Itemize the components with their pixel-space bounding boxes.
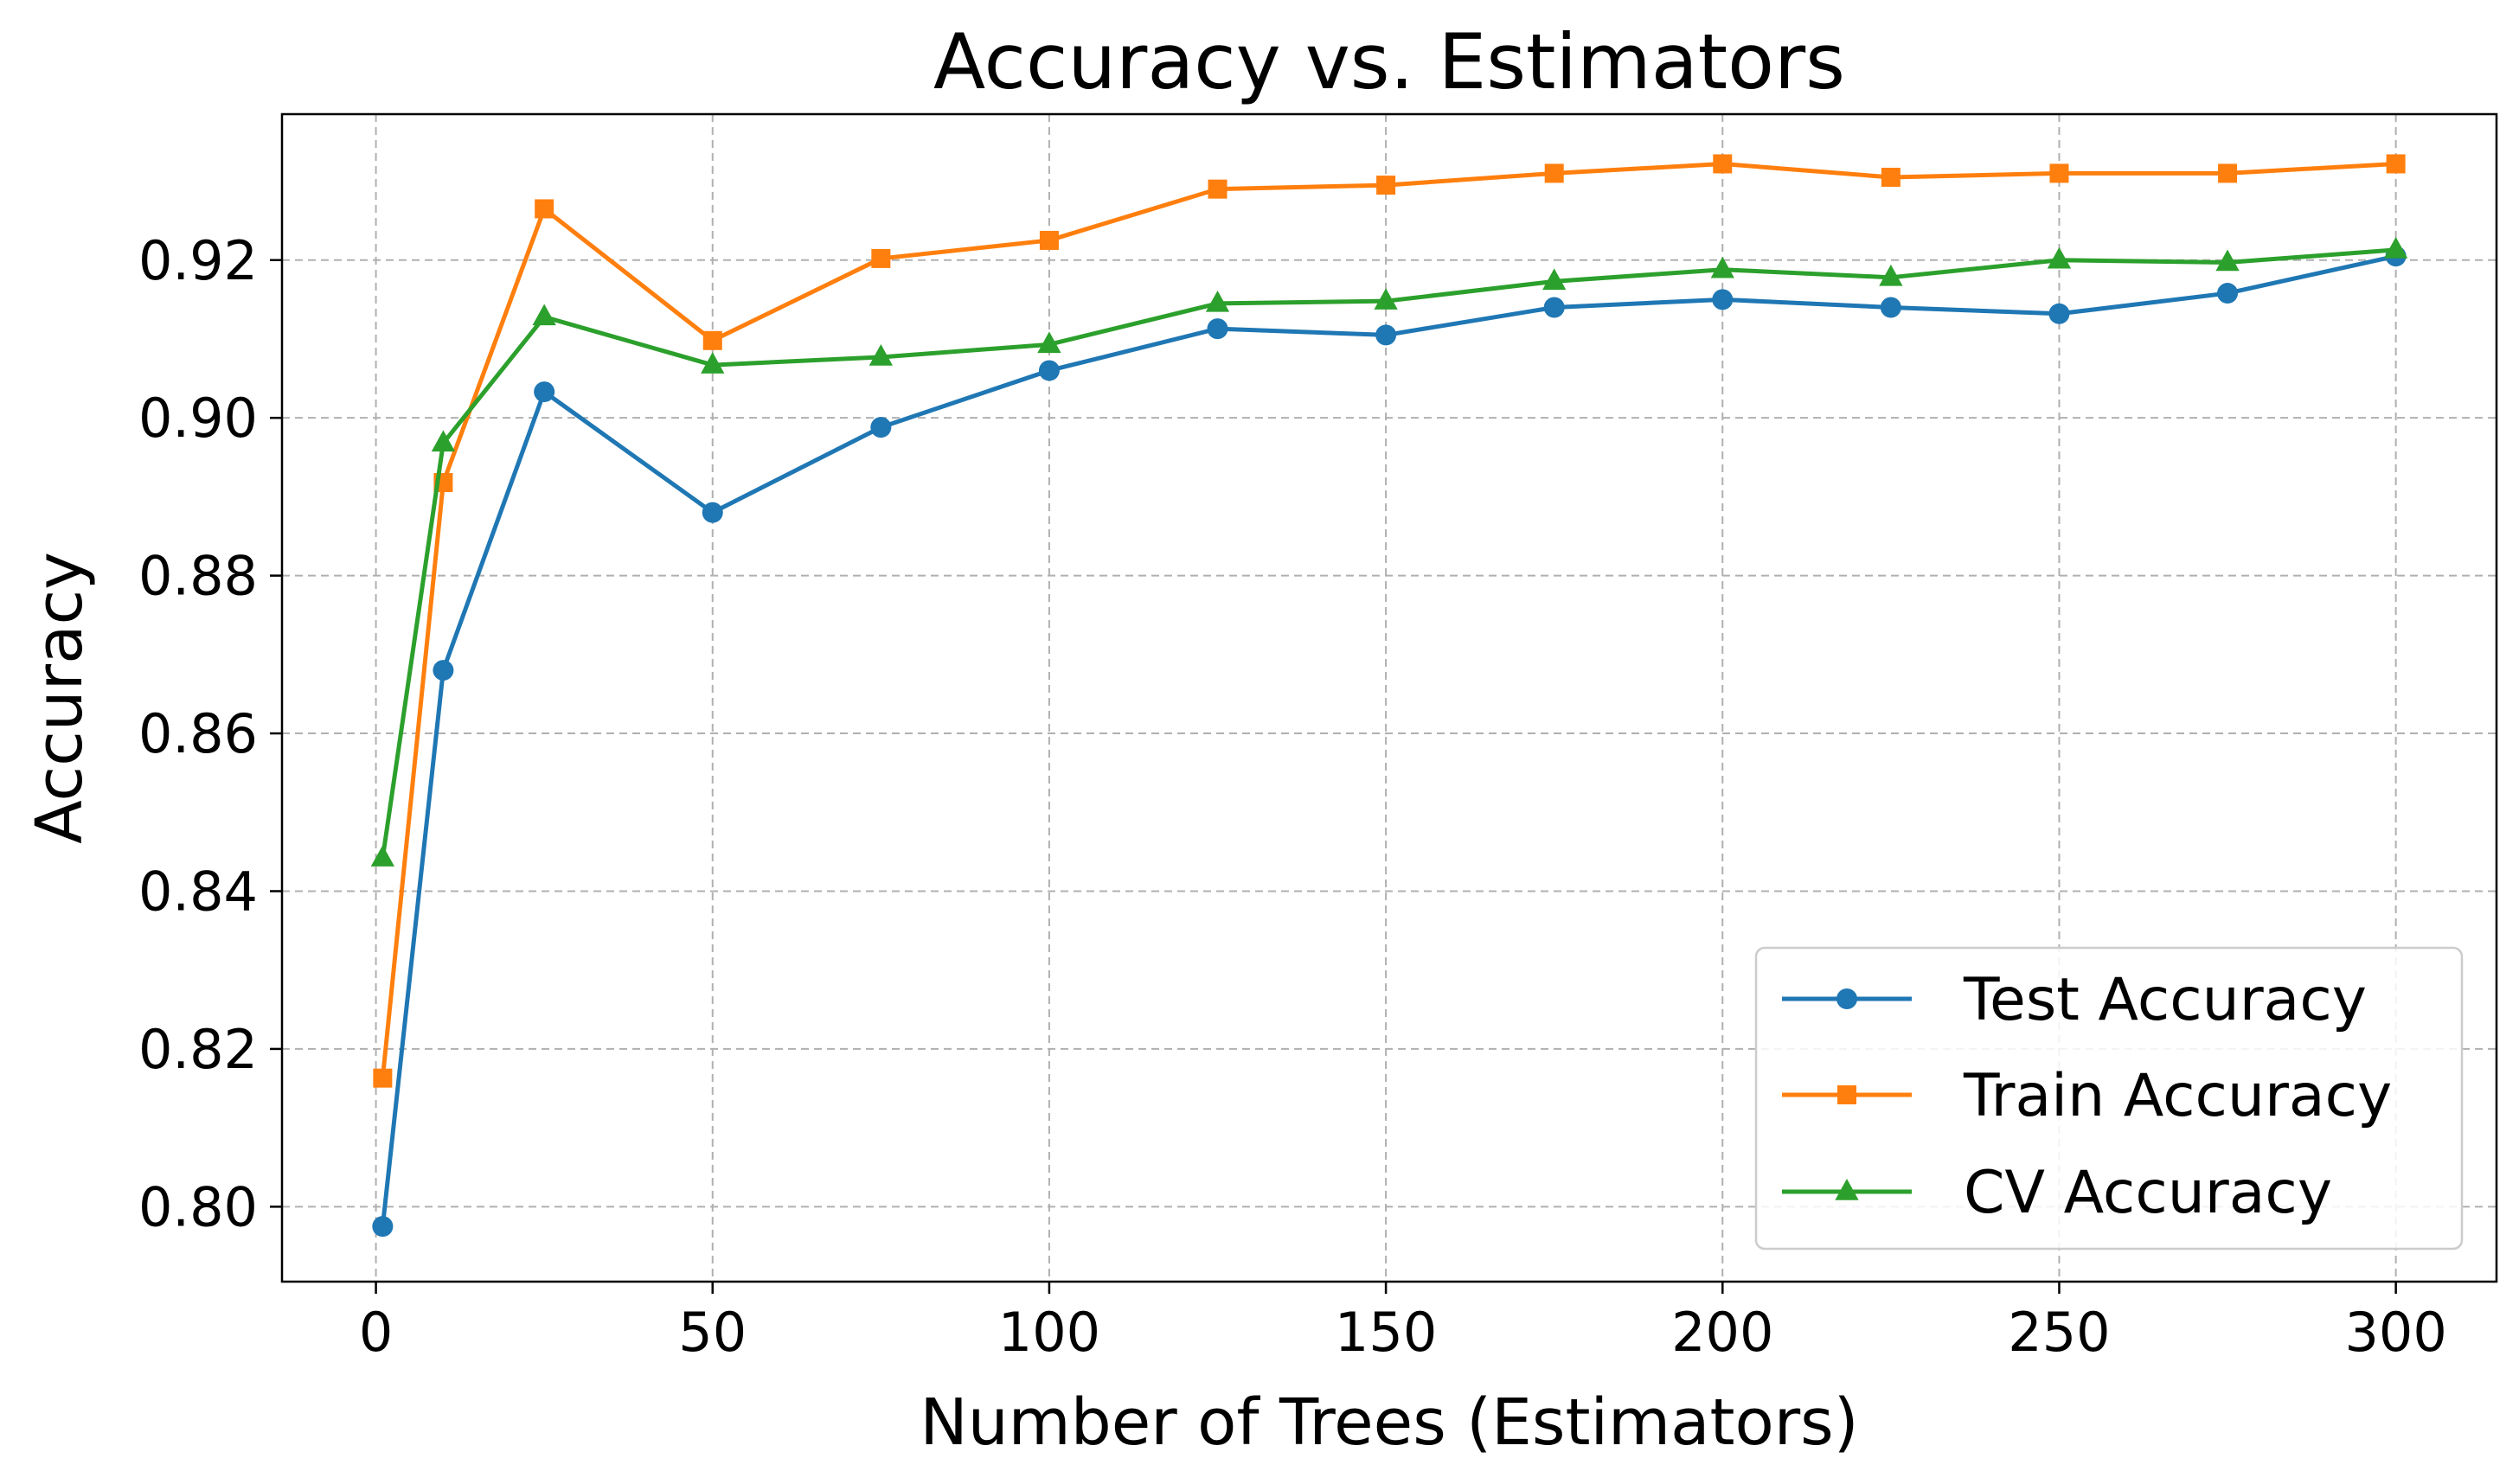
y-tick-label: 0.86 — [138, 702, 258, 765]
legend-item-train-accuracy: Train Accuracy — [1782, 1062, 2392, 1130]
train-accuracy-series — [373, 154, 2406, 1088]
cv-accuracy-point — [1374, 288, 1398, 310]
cv-accuracy-point — [1710, 256, 1734, 278]
legend-marker — [1837, 1085, 1856, 1104]
x-tick-label: 150 — [1335, 1301, 1437, 1364]
x-tick-label: 250 — [2008, 1301, 2110, 1364]
x-tick-label: 300 — [2344, 1301, 2446, 1364]
legend-marker — [1835, 1179, 1859, 1200]
train-accuracy-point — [1039, 230, 1059, 250]
test-accuracy-point — [1880, 297, 1901, 318]
cv-accuracy-point — [2215, 249, 2240, 272]
cv-accuracy-point — [2383, 236, 2408, 259]
ticks: 0 50 100 150 200 250 300 0.80 0.82 0.84 0.86 0.88 0.… — [138, 229, 2447, 1364]
cv-accuracy-point — [1879, 264, 1903, 286]
legend-label: Test Accuracy — [1963, 966, 2367, 1034]
cv-accuracy-point — [431, 430, 456, 452]
cv-accuracy-line — [380, 247, 2399, 860]
test-accuracy-point — [702, 502, 723, 523]
legend-label: CV Accuracy — [1964, 1159, 2332, 1227]
train-accuracy-point — [1544, 163, 1564, 183]
cv-accuracy-point — [869, 343, 893, 366]
train-accuracy-point — [373, 1068, 393, 1088]
y-tick-label: 0.90 — [138, 387, 258, 450]
test-accuracy-point — [534, 381, 555, 403]
legend-items: Test Accuracy Train Accuracy CV Accuracy — [1782, 966, 2392, 1227]
train-accuracy-point — [2386, 154, 2406, 174]
train-accuracy-point — [535, 199, 554, 219]
x-tick-label: 0 — [359, 1301, 393, 1364]
legend-label: Train Accuracy — [1963, 1062, 2392, 1130]
test-accuracy-point — [2048, 303, 2070, 324]
legend-frame — [1754, 946, 2464, 1251]
train-accuracy-point — [2218, 163, 2238, 183]
y-tick-label: 0.80 — [138, 1175, 258, 1238]
y-tick-label: 0.92 — [138, 229, 258, 292]
y-tick-label: 0.88 — [138, 545, 258, 608]
train-accuracy-point — [2049, 163, 2069, 183]
chart-title: Accuracy vs. Estimators — [933, 17, 1845, 106]
plot-frame — [280, 112, 2498, 1283]
x-tick-label: 100 — [998, 1301, 1100, 1364]
train-accuracy-point — [1376, 176, 1396, 195]
test-accuracy-point — [1038, 360, 1060, 381]
test-accuracy-point — [2217, 283, 2239, 304]
cv-accuracy-point — [1205, 290, 1230, 312]
cv-accuracy-point — [701, 352, 725, 374]
test-accuracy-point — [1375, 324, 1397, 346]
x-axis-label: Number of Trees (Estimators) — [920, 1385, 1858, 1460]
legend-item-cv-accuracy: CV Accuracy — [1782, 1159, 2332, 1227]
cv-accuracy-series — [370, 236, 2408, 867]
train-accuracy-point — [1881, 167, 1900, 187]
legend: Test Accuracy Train Accuracy CV Accuracy — [1754, 946, 2464, 1251]
test-accuracy-line — [380, 253, 2399, 1229]
cv-accuracy-point — [2047, 246, 2072, 269]
test-accuracy-series — [372, 246, 2407, 1238]
cv-accuracy-point — [532, 304, 556, 326]
test-accuracy-point — [433, 660, 454, 681]
train-accuracy-point — [871, 248, 891, 268]
x-tick-label: 200 — [1671, 1301, 1773, 1364]
train-accuracy-point — [702, 330, 722, 350]
y-axis-label: Accuracy — [22, 552, 97, 844]
cv-accuracy-point — [1542, 268, 1567, 291]
test-accuracy-point — [1207, 318, 1228, 340]
test-accuracy-point — [870, 417, 892, 438]
legend-item-test-accuracy: Test Accuracy — [1782, 966, 2367, 1034]
cv-accuracy-point — [1037, 331, 1061, 354]
x-tick-label: 50 — [678, 1301, 747, 1364]
cv-accuracy-point — [370, 845, 395, 867]
train-accuracy-point — [1713, 154, 1733, 174]
train-accuracy-line — [380, 161, 2399, 1081]
train-accuracy-point — [1208, 179, 1227, 199]
y-tick-label: 0.82 — [138, 1018, 258, 1081]
test-accuracy-point — [1543, 297, 1565, 318]
y-tick-label: 0.84 — [138, 860, 258, 923]
legend-marker — [1836, 988, 1857, 1009]
test-accuracy-point — [1712, 289, 1734, 310]
series-layer — [370, 154, 2408, 1238]
test-accuracy-point — [372, 1216, 394, 1238]
